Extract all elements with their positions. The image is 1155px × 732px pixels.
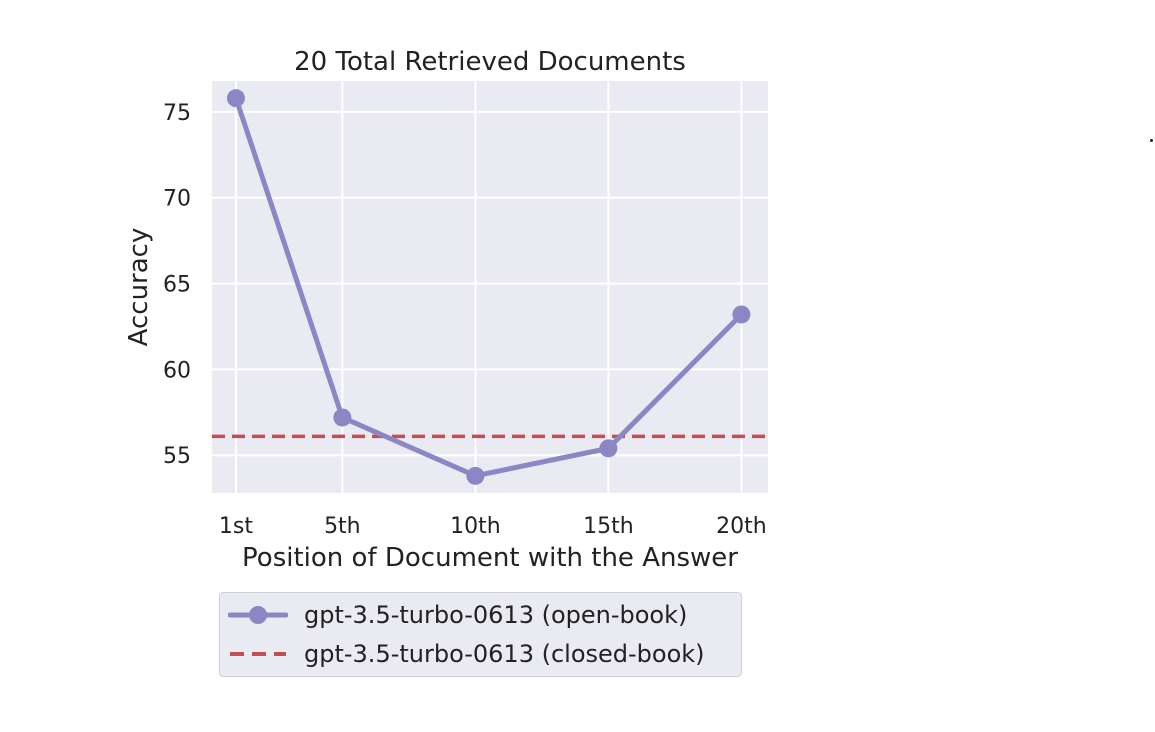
open-book-data-point [226, 89, 245, 108]
y-gridlines [212, 110, 768, 457]
open-book-data-point [599, 439, 618, 458]
legend-label-closed-book: gpt-3.5-turbo-0613 (closed-book) [304, 640, 705, 668]
series-marks [212, 89, 768, 485]
legend-swatch-dashed-line [230, 652, 286, 656]
x-tick-label: 15th [583, 514, 634, 539]
y-tick-labels: 55 60 65 70 75 [163, 101, 191, 469]
x-axis-label: Position of Document with the Answer [242, 543, 738, 573]
legend-swatch-line-marker [228, 606, 288, 624]
y-tick-label: 70 [163, 187, 191, 212]
x-tick-label: 20th [716, 514, 767, 539]
x-tick-label: 10th [450, 514, 501, 539]
y-tick-label: 75 [163, 101, 191, 126]
legend-item-closed-book: gpt-3.5-turbo-0613 (closed-book) [220, 637, 705, 671]
y-tick-label: 55 [163, 444, 191, 469]
legend-label-open-book: gpt-3.5-turbo-0613 (open-book) [304, 601, 688, 629]
x-gridlines [234, 81, 743, 493]
chart-title: 20 Total Retrieved Documents [294, 47, 686, 77]
legend-item-open-book: gpt-3.5-turbo-0613 (open-book) [220, 598, 687, 632]
x-tick-label: 1st [219, 514, 253, 539]
y-tick-label: 60 [163, 358, 191, 383]
open-book-data-point [333, 408, 352, 427]
y-axis-label: Accuracy [124, 228, 154, 347]
legend: gpt-3.5-turbo-0613 (open-book) gpt-3.5-t… [219, 592, 742, 677]
open-book-data-point [466, 466, 485, 485]
open-book-data-point [732, 305, 751, 324]
x-tick-label: 5th [324, 514, 361, 539]
stray-dot [1150, 139, 1153, 142]
x-tick-labels: 1st 5th 10th 15th 20th [219, 514, 767, 539]
plot-area [212, 81, 768, 493]
y-tick-label: 65 [163, 273, 191, 298]
